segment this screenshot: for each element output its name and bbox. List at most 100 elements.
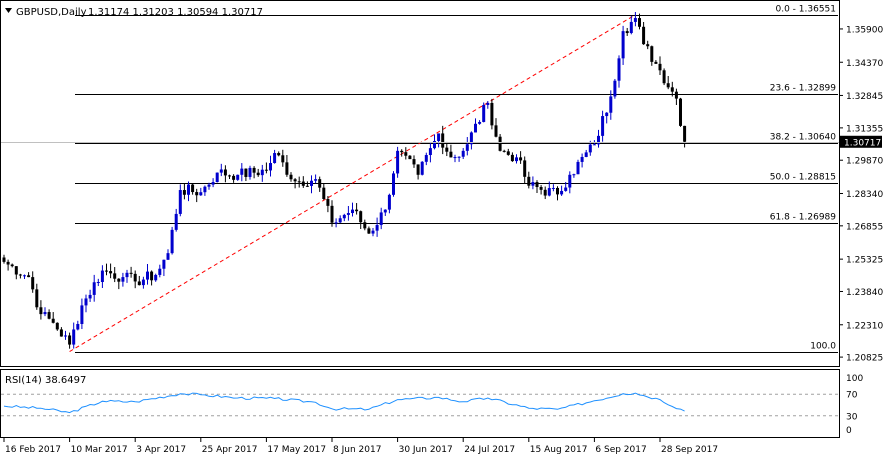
candle <box>490 98 494 130</box>
candle <box>609 90 613 120</box>
candle <box>141 276 145 289</box>
candle-body <box>174 213 178 230</box>
candle <box>64 330 67 340</box>
candle <box>605 112 609 124</box>
candle-body <box>424 155 428 162</box>
time-tick-label: 8 Jun 2017 <box>333 445 381 455</box>
candle-body <box>314 179 318 181</box>
candle <box>55 322 59 331</box>
candle-body <box>658 63 662 71</box>
candle-body <box>498 136 502 151</box>
candle-body <box>679 98 682 126</box>
candle <box>359 210 363 230</box>
candle <box>113 267 117 283</box>
candle <box>297 176 301 188</box>
candle-body <box>10 264 14 267</box>
candle <box>68 332 72 349</box>
candle <box>494 118 498 138</box>
candle-body <box>519 157 523 161</box>
candle-body <box>572 174 576 176</box>
candle-body <box>342 214 346 219</box>
candle <box>199 187 203 196</box>
candle <box>43 307 47 317</box>
candle-body <box>527 176 531 186</box>
candle <box>10 263 14 268</box>
price-tick-label: 1.35900 <box>846 25 883 35</box>
time-tick-label: 25 Apr 2017 <box>202 445 258 455</box>
candle <box>223 165 227 183</box>
candle-body <box>494 125 498 137</box>
candle <box>277 151 281 157</box>
candle-body <box>638 18 641 27</box>
price-tick-label: 1.34370 <box>846 59 883 69</box>
candle <box>117 278 121 290</box>
candle-body <box>211 182 215 185</box>
candle-body <box>646 44 650 47</box>
candle-body <box>560 190 564 195</box>
candle-body <box>187 184 190 195</box>
candle-body <box>375 225 379 231</box>
candle-body <box>109 271 113 274</box>
candle <box>543 186 547 200</box>
candle-body <box>605 112 609 117</box>
candle-body <box>23 275 26 277</box>
candle-body <box>662 70 666 84</box>
candle <box>510 152 514 162</box>
candle-body <box>625 31 629 34</box>
candle-body <box>178 190 182 214</box>
time-tick-label: 24 Jul 2017 <box>464 445 515 455</box>
rsi-indicator: 100 70 30 0 <box>1 374 863 436</box>
candle <box>638 13 641 30</box>
candle <box>646 40 650 50</box>
candle <box>625 27 629 36</box>
candle <box>469 131 473 150</box>
candle-body <box>478 121 482 124</box>
candle <box>244 168 248 182</box>
candle-body <box>654 61 658 64</box>
candle <box>572 173 576 178</box>
candle-body <box>334 222 338 224</box>
candle-body <box>244 168 248 177</box>
candle <box>437 133 441 148</box>
candle-body <box>129 272 133 274</box>
candle <box>76 320 80 331</box>
candle <box>613 78 617 99</box>
candle <box>100 265 104 289</box>
candle-body <box>674 91 678 99</box>
candle-body <box>248 167 252 177</box>
candle-body <box>310 180 313 186</box>
triangle-down-icon <box>5 8 12 13</box>
candle-body <box>96 282 100 284</box>
candle-body <box>683 125 687 142</box>
candle-body <box>359 211 363 223</box>
candle-body <box>252 167 256 173</box>
candle-body <box>457 156 461 158</box>
price-tick-label: 1.32845 <box>846 92 883 102</box>
candle <box>478 120 482 125</box>
time-tick-label: 30 Jun 2017 <box>399 445 453 455</box>
rsi-line <box>3 392 685 414</box>
candle <box>551 184 555 192</box>
candle-body <box>260 169 264 176</box>
candle <box>408 155 412 160</box>
candle <box>547 181 551 197</box>
candle-body <box>35 289 39 308</box>
candle <box>248 165 252 180</box>
candle-body <box>269 163 272 171</box>
candle <box>6 259 10 271</box>
candle <box>679 97 682 127</box>
candle <box>633 11 637 27</box>
price-tick-label: 1.22310 <box>846 321 883 331</box>
fib-level-label: 0.0 - 1.36551 <box>776 5 837 15</box>
candle <box>683 125 687 148</box>
candle-body <box>338 218 342 223</box>
candle-body <box>125 272 129 278</box>
fib-level-label: 100.0 <box>810 342 836 352</box>
candle-body <box>404 152 408 156</box>
candle <box>523 156 527 184</box>
candle <box>375 217 379 237</box>
candle-body <box>428 148 432 156</box>
candle-body <box>223 169 227 176</box>
candle <box>412 155 416 168</box>
